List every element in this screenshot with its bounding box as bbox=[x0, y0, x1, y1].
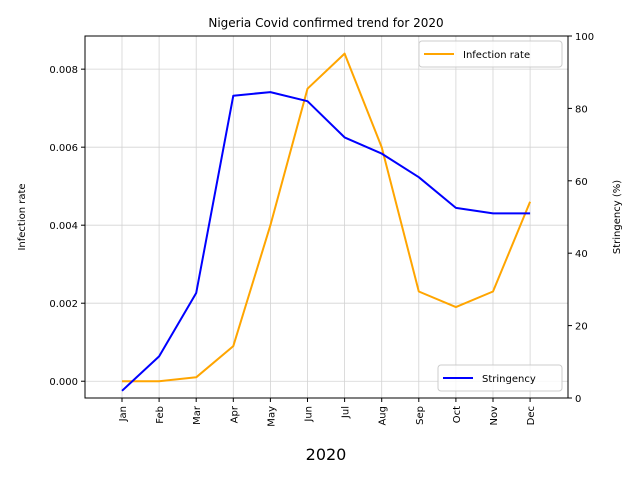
x-tick-label: Dec bbox=[526, 406, 537, 425]
x-tick-label: Feb bbox=[155, 406, 166, 424]
chart-title: Nigeria Covid confirmed trend for 2020 bbox=[208, 16, 443, 30]
left-y-axis: 0.000 0.002 0.004 0.006 0.008 bbox=[49, 65, 85, 388]
left-tick-label: 0.006 bbox=[49, 143, 78, 154]
legend-infection: Infection rate bbox=[418, 40, 563, 68]
right-tick-label: 100 bbox=[575, 32, 594, 43]
left-axis-label: Infection rate bbox=[17, 183, 28, 250]
left-tick-label: 0.004 bbox=[49, 221, 78, 232]
right-tick-label: 20 bbox=[575, 322, 588, 333]
x-tick-label: Mar bbox=[192, 405, 203, 425]
x-tick-label: Oct bbox=[452, 406, 463, 423]
legend-stringency-box bbox=[437, 364, 563, 392]
legend-stringency: Stringency bbox=[437, 364, 563, 392]
x-tick-label: Apr bbox=[229, 405, 240, 423]
grid bbox=[85, 36, 568, 398]
right-y-axis: 0 20 40 60 80 100 bbox=[568, 32, 594, 405]
x-tick-label: Jul bbox=[341, 406, 352, 419]
series-line-stringency bbox=[121, 91, 531, 392]
series-line-infection-rate bbox=[122, 52, 532, 383]
right-tick-label: 40 bbox=[575, 249, 588, 260]
x-tick-label: Nov bbox=[489, 406, 500, 426]
x-axis: Jan Feb Mar Apr May Jun Jul Aug Sep Oct Nov Dec bbox=[118, 398, 537, 427]
plot-frame bbox=[84, 35, 569, 399]
x-tick-label: Jun bbox=[304, 406, 315, 423]
x-tick-label: Aug bbox=[378, 406, 389, 426]
left-tick-label: 0.008 bbox=[49, 65, 78, 76]
legend-infection-box bbox=[418, 40, 563, 68]
right-tick-label: 0 bbox=[575, 394, 581, 405]
right-axis-label: Stringency (%) bbox=[612, 180, 623, 254]
x-axis-label: 2020 bbox=[306, 445, 347, 464]
x-tick-label: May bbox=[266, 406, 277, 427]
x-tick-label: Sep bbox=[415, 406, 426, 425]
legend-infection-label: Infection rate bbox=[463, 50, 530, 61]
series-lines bbox=[121, 52, 532, 392]
right-tick-label: 60 bbox=[575, 177, 588, 188]
left-tick-label: 0.002 bbox=[49, 299, 78, 310]
legend-stringency-label: Stringency bbox=[482, 374, 536, 385]
left-tick-label: 0.000 bbox=[49, 377, 78, 388]
right-tick-label: 80 bbox=[575, 104, 588, 115]
x-tick-label: Jan bbox=[118, 406, 129, 422]
